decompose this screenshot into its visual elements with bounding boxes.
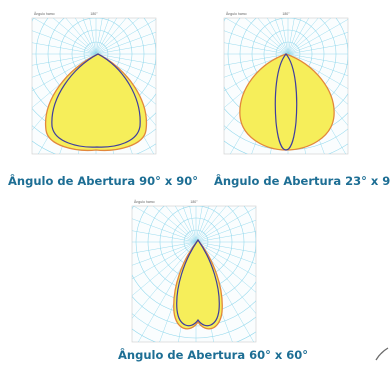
grid-spoke xyxy=(195,206,218,243)
grid-spoke xyxy=(274,18,289,55)
grid-spoke xyxy=(195,207,256,243)
grid-spoke xyxy=(89,18,97,55)
grid-spoke xyxy=(174,206,197,243)
grid-spoke xyxy=(195,219,256,243)
grid-spoke xyxy=(287,18,310,55)
grid-spoke xyxy=(95,53,156,65)
diagram-header-center: 180° xyxy=(190,200,198,204)
grid-spoke xyxy=(287,18,295,55)
diagram-caption-3: Ângulo de Abertura 60° x 60° xyxy=(118,348,309,362)
grid-spoke xyxy=(95,18,140,55)
grid-spoke xyxy=(95,43,156,55)
grid-spoke xyxy=(32,53,97,78)
grid-spoke xyxy=(287,18,319,55)
grid-spoke xyxy=(132,241,197,254)
c90-curve xyxy=(274,53,298,151)
grid-spoke xyxy=(95,31,156,55)
grid-spoke xyxy=(32,42,97,55)
distribution-fill xyxy=(45,54,147,151)
grid-spoke xyxy=(224,53,289,78)
grid-spoke xyxy=(287,53,348,65)
grid-spoke xyxy=(287,18,302,55)
grid-spoke xyxy=(195,206,210,243)
diagram-header-left: Ångulo hamo xyxy=(226,11,247,16)
grid-spoke xyxy=(195,241,256,265)
c90-curve xyxy=(176,238,220,327)
grid-spoke xyxy=(287,53,348,77)
grid-spoke xyxy=(287,43,348,55)
grid-spoke xyxy=(33,18,97,55)
polar-diagram-1-svg: Ångulo hamo 180° xyxy=(31,11,157,155)
grid-spoke xyxy=(95,19,156,55)
grid-spoke xyxy=(52,18,97,55)
grid-spoke xyxy=(132,218,197,243)
grid-spoke xyxy=(82,18,97,55)
grid-spoke xyxy=(195,206,203,243)
grid-spoke xyxy=(32,53,97,92)
grid-spoke xyxy=(165,206,197,243)
grid-spoke xyxy=(224,53,289,66)
polar-diagram-2: Ångulo hamo 180° Ângulo de Abertura 23° … xyxy=(210,6,390,188)
grid-spoke xyxy=(95,18,127,55)
grid-spoke xyxy=(189,206,197,243)
grid-spoke xyxy=(95,18,118,55)
diagram-header-center: 180° xyxy=(90,12,98,16)
grid-spoke xyxy=(287,18,332,55)
c90-curve xyxy=(51,53,141,148)
grid-spoke xyxy=(133,206,197,243)
corner-stroke-icon xyxy=(375,347,389,361)
grid-spoke xyxy=(65,18,97,55)
grid-spoke xyxy=(152,206,197,243)
grid-spoke xyxy=(195,231,256,243)
grid-spoke xyxy=(266,18,289,55)
distribution-fill xyxy=(239,54,335,150)
c0-curve xyxy=(173,238,223,330)
diagram-header-left: Ångulo hamo xyxy=(34,11,55,16)
polar-diagram-1: Ångulo hamo 180° Ângulo de Abertura 90° … xyxy=(8,6,198,188)
grid-spoke xyxy=(195,206,240,243)
grid-spoke xyxy=(244,18,289,55)
grid-spoke xyxy=(32,30,97,55)
grid-spoke xyxy=(195,241,256,293)
grid-spoke xyxy=(95,18,110,55)
grid-spoke xyxy=(195,241,256,253)
grid-spoke xyxy=(74,18,97,55)
grid-spoke xyxy=(132,241,197,266)
grid-spoke xyxy=(257,18,289,55)
grid-spoke xyxy=(224,30,289,55)
diagram-caption-2: Ângulo de Abertura 23° x 94° xyxy=(214,174,390,188)
diagram-caption-1: Ângulo de Abertura 90° x 90° xyxy=(8,174,199,188)
grid-spoke xyxy=(132,241,197,296)
grid-spoke xyxy=(132,230,197,243)
grid-spoke xyxy=(225,18,289,55)
grid-spoke xyxy=(195,241,256,277)
grid-spoke xyxy=(132,241,197,319)
diagram-header-center: 180° xyxy=(282,12,290,16)
grid-spoke xyxy=(287,31,348,55)
grid-spoke xyxy=(132,241,197,280)
grid-spoke xyxy=(95,18,103,55)
grid-spoke xyxy=(287,19,348,55)
grid-spoke xyxy=(182,206,197,243)
grid-spoke xyxy=(95,53,156,77)
grid-spoke xyxy=(224,42,289,55)
grid-spoke xyxy=(32,53,97,66)
polar-diagram-3-svg: Ångulo hamo 180° xyxy=(131,199,257,343)
diagram-header-left: Ångulo hamo xyxy=(134,199,155,204)
grid-spoke xyxy=(281,18,289,55)
polar-diagram-2-svg: Ångulo hamo 180° xyxy=(223,11,349,155)
polar-diagram-3: Ångulo hamo 180° Ângulo de Abertura 60° … xyxy=(118,194,308,362)
grid-spoke xyxy=(195,206,227,243)
c0-curve xyxy=(44,53,148,152)
